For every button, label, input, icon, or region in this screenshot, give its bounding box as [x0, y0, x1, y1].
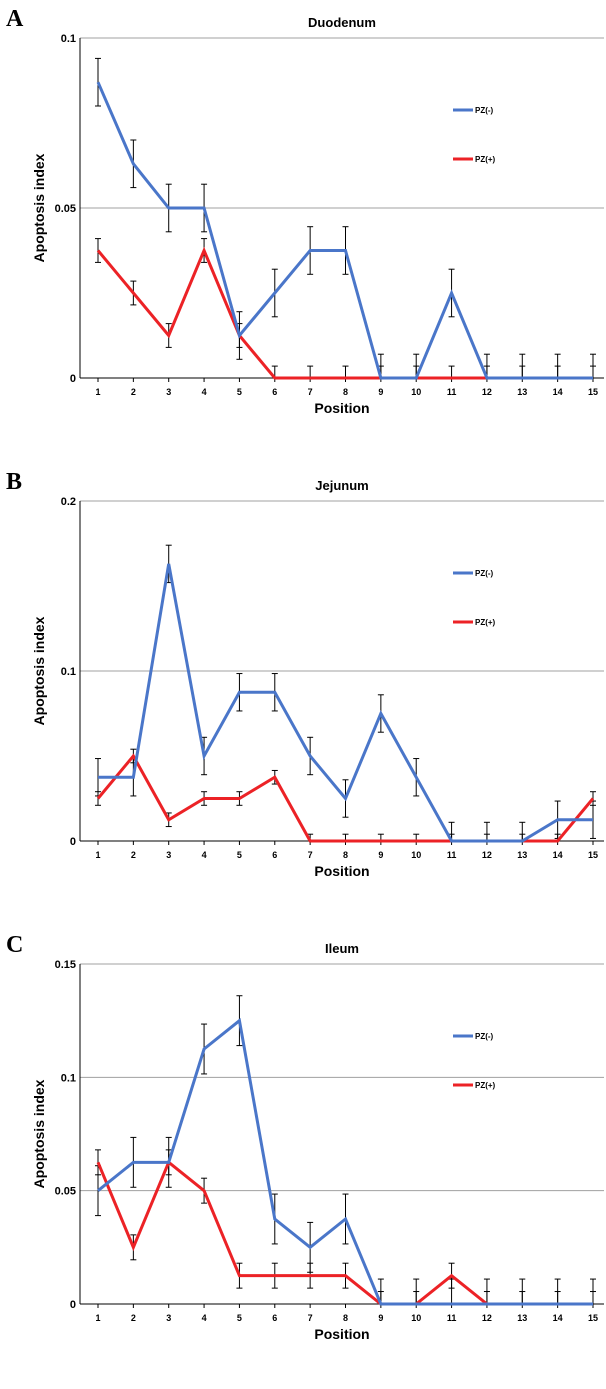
series-line-pz-minus [98, 563, 593, 843]
series-line-pz-minus [96, 81, 593, 380]
x-tick-label: 14 [553, 387, 563, 397]
y-axis-label: Apoptosis index [31, 616, 47, 725]
x-tick-label: 10 [411, 387, 421, 397]
x-tick-label: 15 [588, 387, 598, 397]
chart-title: Jejunum [315, 478, 368, 493]
series-line-pz-minus [97, 1017, 593, 1306]
x-tick-label: 5 [237, 1313, 242, 1323]
x-tick-label: 12 [482, 1313, 492, 1323]
x-tick-label: 13 [517, 387, 527, 397]
x-tick-label: 2 [131, 387, 136, 397]
x-tick-label: 13 [517, 850, 527, 860]
x-tick-label: 8 [343, 387, 348, 397]
panel-label: B [6, 469, 23, 495]
y-tick-label: 0.1 [61, 666, 76, 678]
y-tick-label: 0 [70, 836, 76, 848]
x-tick-label: 4 [202, 1313, 207, 1323]
x-tick-label: 12 [482, 387, 492, 397]
chart-ileum: 00.050.10.151 2 3 4 5 6 7 8 9 10 11 12 13 14 15IleumPo… [31, 941, 604, 1342]
x-tick-label: 1 [95, 850, 100, 860]
x-tick-label: 6 [272, 387, 277, 397]
x-tick-label: 3 [166, 1313, 171, 1323]
chart-title: Duodenum [308, 15, 376, 30]
y-tick-label: 0.05 [55, 1186, 76, 1198]
x-tick-label: 13 [517, 1313, 527, 1323]
x-tick-label: 9 [378, 387, 383, 397]
x-tick-label: 2 [131, 850, 136, 860]
x-tick-label: 7 [308, 387, 313, 397]
y-tick-label: 0.2 [61, 496, 76, 508]
chart-panel-duodenum: A 0 0.05 0.1 1 2 3 4 5 6 7 8 9 10 11 12 13 14 15 Duodenum P… [0, 0, 606, 463]
x-tick-label: 12 [482, 850, 492, 860]
y-tick-label: 0 [70, 373, 76, 385]
y-tick-label: 0.1 [61, 1072, 76, 1084]
legend-label: PZ(+) [475, 1081, 496, 1090]
panel-label: C [6, 932, 24, 958]
legend-label: PZ(-) [475, 106, 494, 115]
y-tick-label: 0.05 [55, 203, 76, 215]
x-tick-label: 4 [202, 850, 207, 860]
x-tick-label: 6 [272, 1313, 277, 1323]
x-tick-label: 9 [378, 850, 383, 860]
x-tick-label: 6 [272, 850, 277, 860]
x-tick-label: 7 [308, 850, 313, 860]
x-tick-label: 11 [447, 387, 457, 397]
x-tick-label: 4 [202, 387, 207, 397]
x-tick-label: 1 [95, 1313, 100, 1323]
x-axis-label: Position [314, 1326, 369, 1342]
y-tick-label: 0.1 [61, 33, 76, 45]
legend-label: PZ(-) [475, 1032, 494, 1041]
x-tick-label: 14 [553, 850, 563, 860]
y-tick-label: 0 [70, 1299, 76, 1311]
x-tick-label: 14 [553, 1313, 563, 1323]
legend-label: PZ(+) [475, 618, 496, 627]
x-tick-label: 9 [378, 1313, 383, 1323]
x-axis-label: Position [314, 400, 369, 416]
x-tick-label: 8 [343, 850, 348, 860]
chart-title: Ileum [325, 941, 359, 956]
chart-duodenum: 00.050.11 2 3 4 5 6 7 8 9 10 11 12 13 14 15DuodenumPos… [31, 15, 604, 416]
x-axis-label: Position [314, 863, 369, 879]
x-tick-label: 7 [308, 1313, 313, 1323]
x-tick-label: 15 [588, 850, 598, 860]
x-tick-label: 5 [237, 850, 242, 860]
x-tick-label: 11 [447, 850, 457, 860]
legend-label: PZ(+) [475, 155, 496, 164]
x-tick-label: 2 [131, 1313, 136, 1323]
x-tick-label: 10 [411, 850, 421, 860]
x-tick-label: 3 [166, 850, 171, 860]
x-tick-label: 15 [588, 1313, 598, 1323]
chart-panel-jejunum: B 0 0.1 0.2 1 2 3 4 5 6 7 8 9 10 11 12 13 14 15 Jejunum Pos… [0, 463, 606, 926]
y-axis-label: Apoptosis index [31, 1079, 47, 1188]
chart-jejunum: 00.10.21 2 3 4 5 6 7 8 9 10 11 12 13 14 15JejunumPosit… [31, 478, 604, 879]
chart-panel-ileum: C 0 0.05 0.1 0.15 1 2 3 4 5 6 7 8 9 10 11 12 13 14 15 Ileum… [0, 926, 606, 1389]
x-tick-label: 1 [95, 387, 100, 397]
x-tick-label: 10 [411, 1313, 421, 1323]
panel-label: A [6, 6, 24, 32]
legend-label: PZ(-) [475, 569, 494, 578]
x-tick-label: 8 [343, 1313, 348, 1323]
x-tick-label: 5 [237, 387, 242, 397]
y-axis-label: Apoptosis index [31, 153, 47, 262]
y-tick-label: 0.15 [55, 959, 76, 971]
x-tick-label: 3 [166, 387, 171, 397]
x-tick-label: 11 [447, 1313, 457, 1323]
